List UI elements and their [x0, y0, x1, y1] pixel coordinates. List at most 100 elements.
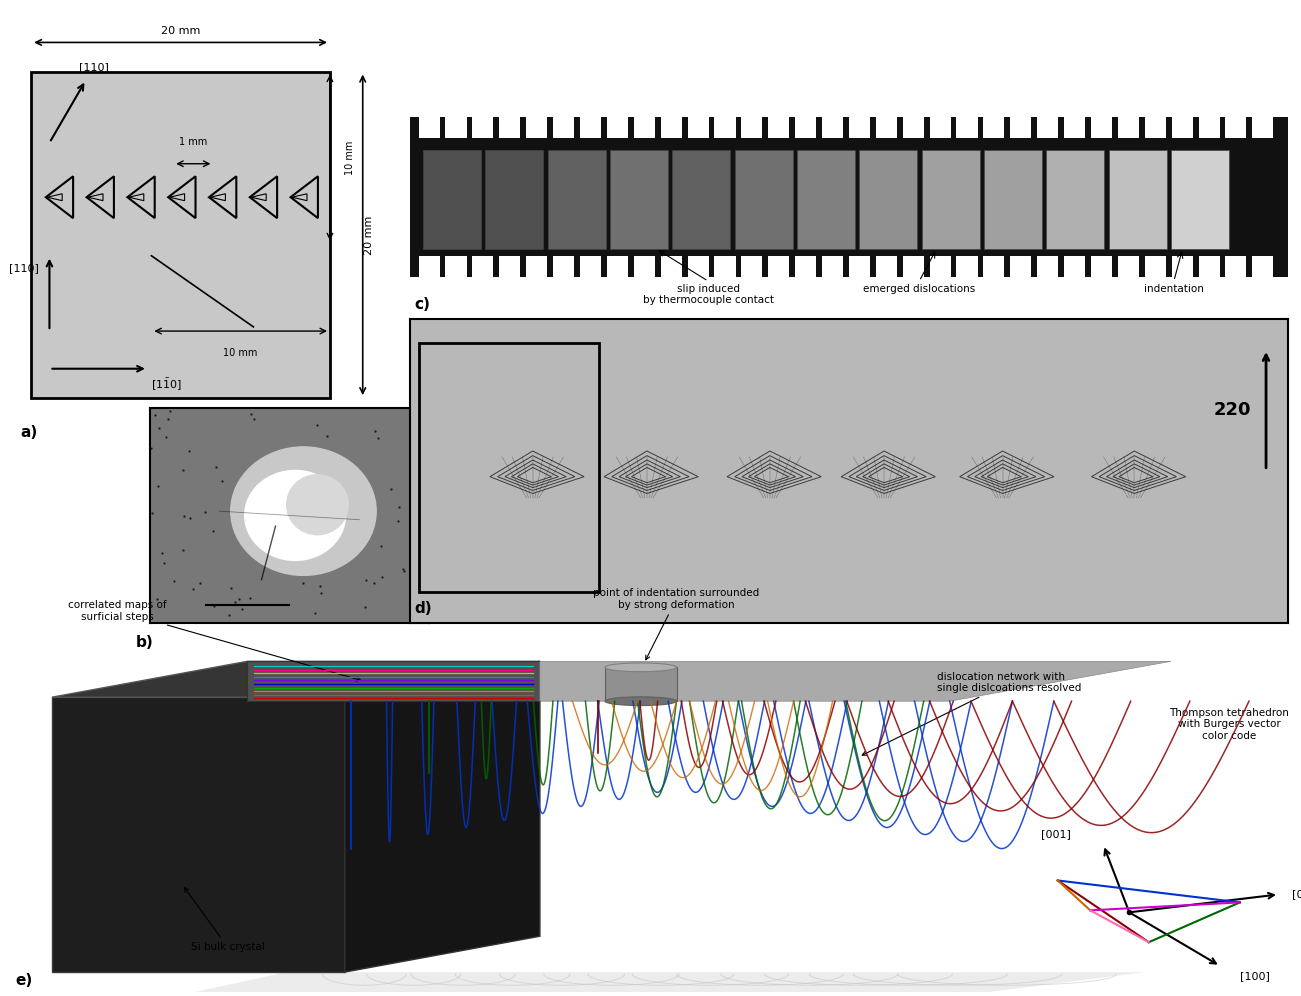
Bar: [1037, 256, 1058, 277]
Bar: [795, 256, 816, 277]
Text: 20 mm: 20 mm: [161, 26, 200, 36]
Text: c): c): [414, 297, 431, 312]
Ellipse shape: [605, 697, 677, 705]
Text: 20 mm: 20 mm: [364, 215, 373, 255]
Bar: [1064, 256, 1085, 277]
Polygon shape: [540, 661, 1171, 701]
Bar: [485, 150, 544, 249]
Bar: [419, 118, 440, 138]
Bar: [1046, 150, 1105, 249]
Bar: [956, 118, 977, 138]
Text: d): d): [414, 602, 432, 617]
Text: indentation: indentation: [1144, 284, 1203, 294]
Bar: [661, 118, 682, 138]
Bar: [423, 150, 481, 249]
Bar: [634, 256, 654, 277]
Bar: [1198, 118, 1219, 138]
Text: e): e): [16, 973, 33, 988]
Bar: [798, 150, 855, 249]
Bar: [903, 118, 924, 138]
Text: emerged dislocations: emerged dislocations: [863, 284, 976, 294]
Bar: [930, 256, 951, 277]
Bar: [922, 150, 980, 249]
Polygon shape: [247, 661, 540, 701]
Bar: [984, 150, 1042, 249]
Text: b): b): [135, 635, 154, 650]
Bar: [548, 150, 606, 249]
Bar: [1226, 118, 1246, 138]
Bar: [1092, 118, 1112, 138]
Bar: [610, 150, 667, 249]
Text: correlated maps of
surficial steps: correlated maps of surficial steps: [68, 600, 360, 681]
Text: slip induced
by thermocouple contact: slip induced by thermocouple contact: [643, 284, 774, 305]
Bar: [768, 118, 790, 138]
Text: [1$\bar{1}$0]: [1$\bar{1}$0]: [151, 377, 182, 393]
Bar: [742, 256, 762, 277]
Bar: [1253, 118, 1274, 138]
Bar: [553, 256, 574, 277]
Bar: [1037, 118, 1058, 138]
Polygon shape: [52, 697, 345, 972]
Bar: [742, 118, 762, 138]
Bar: [526, 256, 548, 277]
Bar: [500, 256, 520, 277]
Text: [100]: [100]: [1240, 971, 1270, 981]
Bar: [1198, 256, 1219, 277]
Bar: [930, 118, 951, 138]
Bar: [1118, 256, 1138, 277]
Bar: [1108, 150, 1167, 249]
Bar: [445, 256, 467, 277]
Bar: [419, 343, 598, 592]
Bar: [795, 118, 816, 138]
Bar: [419, 256, 440, 277]
Bar: [876, 118, 896, 138]
Bar: [472, 256, 493, 277]
Ellipse shape: [230, 447, 376, 576]
Text: point of indentation surrounded
by strong deformation: point of indentation surrounded by stron…: [593, 588, 760, 659]
Bar: [580, 256, 601, 277]
Bar: [1064, 118, 1085, 138]
Bar: [31, 72, 330, 398]
Text: Si bulk crystal: Si bulk crystal: [185, 887, 264, 952]
Bar: [445, 118, 467, 138]
Bar: [876, 256, 896, 277]
Bar: [714, 118, 735, 138]
Ellipse shape: [286, 475, 349, 535]
Bar: [1172, 118, 1193, 138]
Bar: [822, 256, 843, 277]
Bar: [1226, 256, 1246, 277]
Bar: [1011, 118, 1032, 138]
Bar: [860, 150, 917, 249]
Text: [001]: [001]: [1041, 829, 1071, 839]
Bar: [580, 118, 601, 138]
Bar: [1145, 256, 1166, 277]
Text: a): a): [21, 425, 38, 440]
Text: 1 mm: 1 mm: [180, 137, 207, 147]
Bar: [735, 150, 792, 249]
Text: [110]: [110]: [78, 62, 108, 72]
Text: 10 mm: 10 mm: [345, 140, 354, 174]
Bar: [822, 118, 843, 138]
Bar: [1145, 118, 1166, 138]
Bar: [606, 256, 628, 277]
Bar: [553, 118, 574, 138]
Bar: [903, 256, 924, 277]
Bar: [984, 256, 1004, 277]
Text: [010]: [010]: [1292, 889, 1301, 899]
Polygon shape: [345, 661, 540, 972]
Polygon shape: [52, 661, 540, 697]
Bar: [605, 667, 677, 701]
Bar: [526, 118, 548, 138]
Text: [110]: [110]: [9, 263, 39, 273]
Ellipse shape: [605, 663, 677, 671]
Bar: [984, 118, 1004, 138]
Bar: [410, 118, 1288, 277]
Text: dislocation network with
single dislcoations resolved: dislocation network with single dislcoat…: [863, 671, 1081, 755]
Bar: [1092, 256, 1112, 277]
Bar: [1172, 256, 1193, 277]
Bar: [606, 118, 628, 138]
Bar: [1011, 256, 1032, 277]
Bar: [661, 256, 682, 277]
Polygon shape: [195, 972, 1145, 992]
Bar: [673, 150, 730, 249]
